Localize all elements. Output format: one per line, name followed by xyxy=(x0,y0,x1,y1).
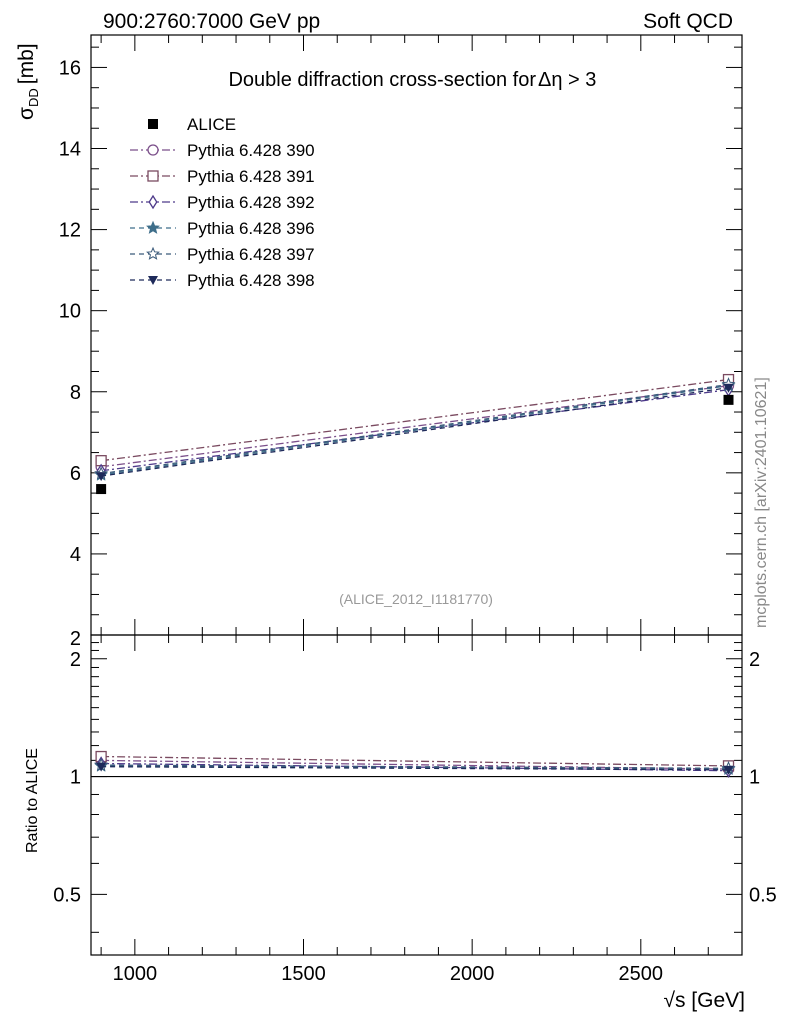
y-tick-label: 14 xyxy=(59,139,81,161)
x-tick-label: 1000 xyxy=(113,963,158,985)
legend-391-marker xyxy=(147,170,159,182)
chart-title: Double diffraction cross-section for xyxy=(228,69,536,91)
y-tick-label: 8 xyxy=(70,382,81,404)
y-tick-label: 10 xyxy=(59,301,81,323)
header-right: Soft QCD xyxy=(643,10,733,33)
series-398-point xyxy=(96,472,107,482)
y-tick-label: 2 xyxy=(70,628,81,650)
ratio-panel-frame xyxy=(90,634,743,956)
side-reference-label: mcplots.cern.ch [arXiv:2401.10621] xyxy=(753,377,770,628)
legend-398-label: Pythia 6.428 398 xyxy=(187,271,315,290)
x-axis-label: √s [GeV] xyxy=(663,989,745,1012)
x-tick-label: 2500 xyxy=(619,963,664,985)
ratio-tick-label: 0.5 xyxy=(53,884,81,906)
data-point-alice xyxy=(96,484,107,495)
legend-label-alice: ALICE xyxy=(187,115,236,134)
legend-392-marker xyxy=(148,194,158,210)
y-tick-label: 6 xyxy=(70,463,81,485)
legend-397-label: Pythia 6.428 397 xyxy=(187,245,315,264)
legend-390-label: Pythia 6.428 390 xyxy=(187,141,315,160)
series-391-ratio-line xyxy=(101,755,729,767)
legend-marker-alice xyxy=(148,119,158,129)
y-axis-label: σDD [mb] xyxy=(15,43,41,120)
ratio-y-label: Ratio to ALICE xyxy=(24,748,41,853)
y-label-subscript: DD xyxy=(26,88,41,107)
series-397-line xyxy=(101,383,729,475)
ratio-tick-label-right: 0.5 xyxy=(749,884,777,906)
legend-390-marker xyxy=(147,144,159,156)
series-398-line xyxy=(101,387,729,477)
series-397-ratio-line xyxy=(101,764,729,769)
legend-397-marker xyxy=(146,246,160,260)
ratio-tick-label: 2 xyxy=(70,649,81,671)
ratio-tick-label-right: 2 xyxy=(749,649,760,671)
legend: ALICE Pythia 6.428 390 Pythia 6.428 391 Pyt… xyxy=(130,115,315,290)
legend-396-label: Pythia 6.428 396 xyxy=(187,219,315,238)
series-390-line xyxy=(101,385,729,468)
series-398-point xyxy=(723,383,734,393)
y-tick-label: 16 xyxy=(59,57,81,79)
series-391-line xyxy=(101,378,729,462)
series-398-ratio-point xyxy=(96,762,107,772)
ratio-tick-label-right: 1 xyxy=(749,767,760,789)
header-left: 900:2760:7000 GeV pp xyxy=(103,10,320,33)
series-396-line xyxy=(101,385,729,476)
series-398-ratio-point xyxy=(723,765,734,775)
legend-391-label: Pythia 6.428 391 xyxy=(187,167,315,186)
y-label-symbol: σ xyxy=(15,107,38,120)
series-398-ratio-line xyxy=(101,766,729,771)
y-tick-label: 4 xyxy=(70,544,81,566)
x-tick-label: 2000 xyxy=(450,963,495,985)
data-point-alice xyxy=(723,394,734,405)
analysis-id-label: (ALICE_2012_I1181770) xyxy=(339,591,493,607)
svg-text:σDD[mb]: σDD [mb] xyxy=(15,43,41,120)
series-396-ratio-line xyxy=(101,765,729,770)
x-tick-label: 1500 xyxy=(281,963,326,985)
series-layer xyxy=(94,373,736,778)
ratio-tick-label: 1 xyxy=(70,767,81,789)
chart-title-symbol: Δη > 3 xyxy=(538,69,596,91)
legend-392-label: Pythia 6.428 392 xyxy=(187,193,315,212)
legend-396-marker xyxy=(146,220,160,234)
y-tick-label: 12 xyxy=(59,220,81,242)
y-label-unit: [mb] xyxy=(15,43,38,84)
legend-398-marker xyxy=(148,276,158,285)
